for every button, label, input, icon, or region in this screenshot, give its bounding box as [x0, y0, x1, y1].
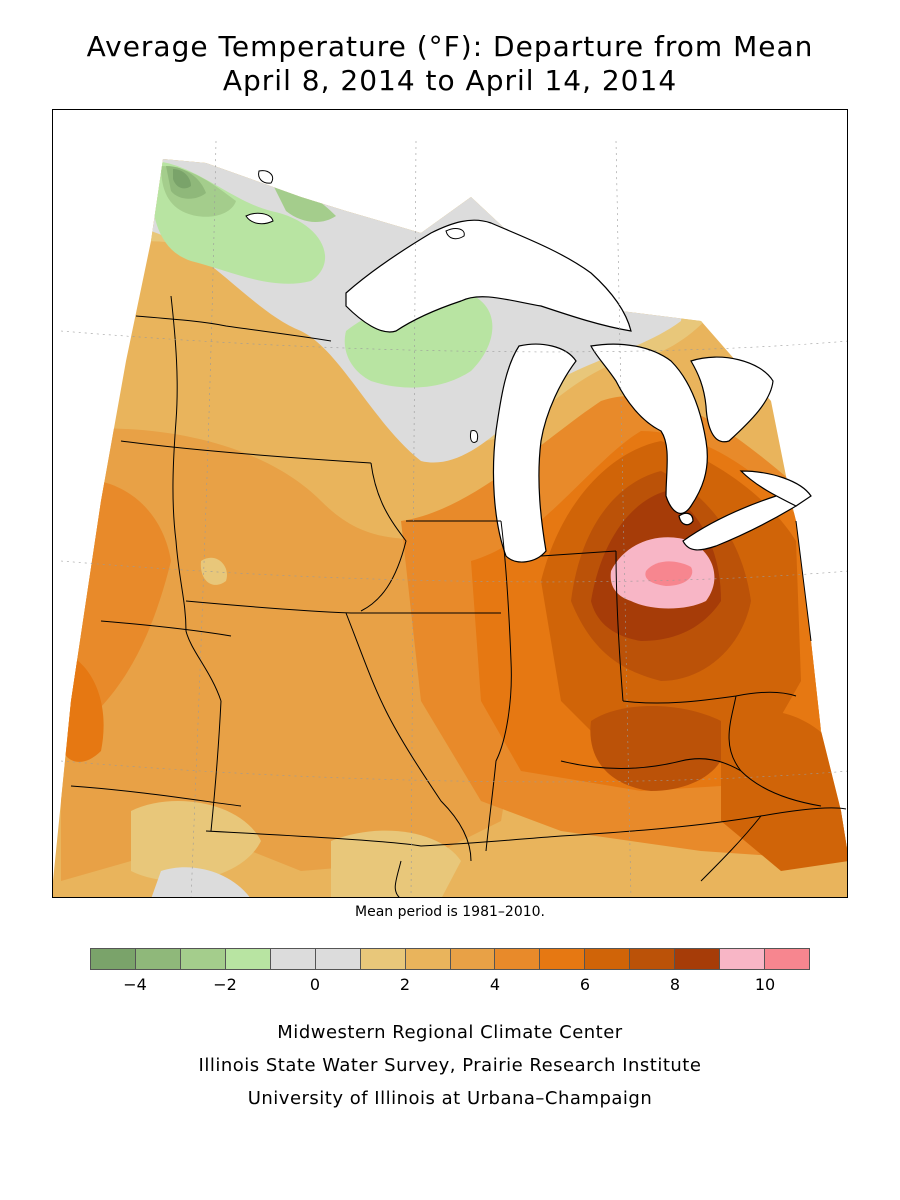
legend-tick-label: 2 — [399, 975, 411, 994]
map-title: Average Temperature (°F): Departure from… — [86, 30, 814, 63]
credit-university: University of Illinois at Urbana–Champai… — [247, 1088, 653, 1109]
map-date-range: April 8, 2014 to April 14, 2014 — [222, 64, 678, 97]
legend-tick-label: 0 — [309, 975, 321, 994]
great-lakes — [345, 219, 812, 563]
lake-winnipeg-remnant — [739, 470, 812, 507]
legend-swatch — [360, 949, 406, 969]
legend-swatch — [765, 949, 809, 969]
legend-swatch — [225, 949, 271, 969]
islands — [245, 170, 479, 444]
legend-swatch — [91, 949, 136, 969]
legend-tick-label: −4 — [123, 975, 147, 994]
legend-tick-label: 8 — [669, 975, 681, 994]
lake-st-clair — [678, 512, 694, 526]
legend-tick-label: 4 — [489, 975, 501, 994]
legend-tick-label: 6 — [579, 975, 591, 994]
credit-org: Midwestern Regional Climate Center — [277, 1022, 623, 1043]
legend-swatch — [450, 949, 496, 969]
legend-tick-label: 10 — [754, 975, 776, 994]
legend-swatch — [405, 949, 451, 969]
lake-michigan — [492, 343, 577, 563]
legend-ticks: −4 −2 0 2 4 6 8 10 — [90, 975, 810, 999]
lake-huron — [590, 343, 708, 514]
mean-period-note: Mean period is 1981–2010. — [355, 904, 545, 920]
legend-swatch — [540, 949, 586, 969]
map-panel — [52, 109, 848, 898]
state-borders — [70, 295, 847, 897]
map-svg — [53, 140, 847, 897]
legend-swatch — [585, 949, 631, 969]
legend-swatch — [135, 949, 181, 969]
legend-tick-label: −2 — [213, 975, 237, 994]
legend-swatch — [720, 949, 766, 969]
legend-swatch — [270, 949, 316, 969]
credit-survey: Illinois State Water Survey, Prairie Res… — [198, 1055, 702, 1076]
legend-swatch — [495, 949, 541, 969]
legend-swatch — [180, 949, 226, 969]
legend-swatch — [315, 949, 361, 969]
color-legend — [90, 948, 810, 970]
legend-swatch — [675, 949, 721, 969]
lake-superior — [345, 219, 632, 333]
georgian-bay — [690, 356, 774, 443]
grid-lines — [60, 140, 847, 897]
legend-swatch — [630, 949, 676, 969]
